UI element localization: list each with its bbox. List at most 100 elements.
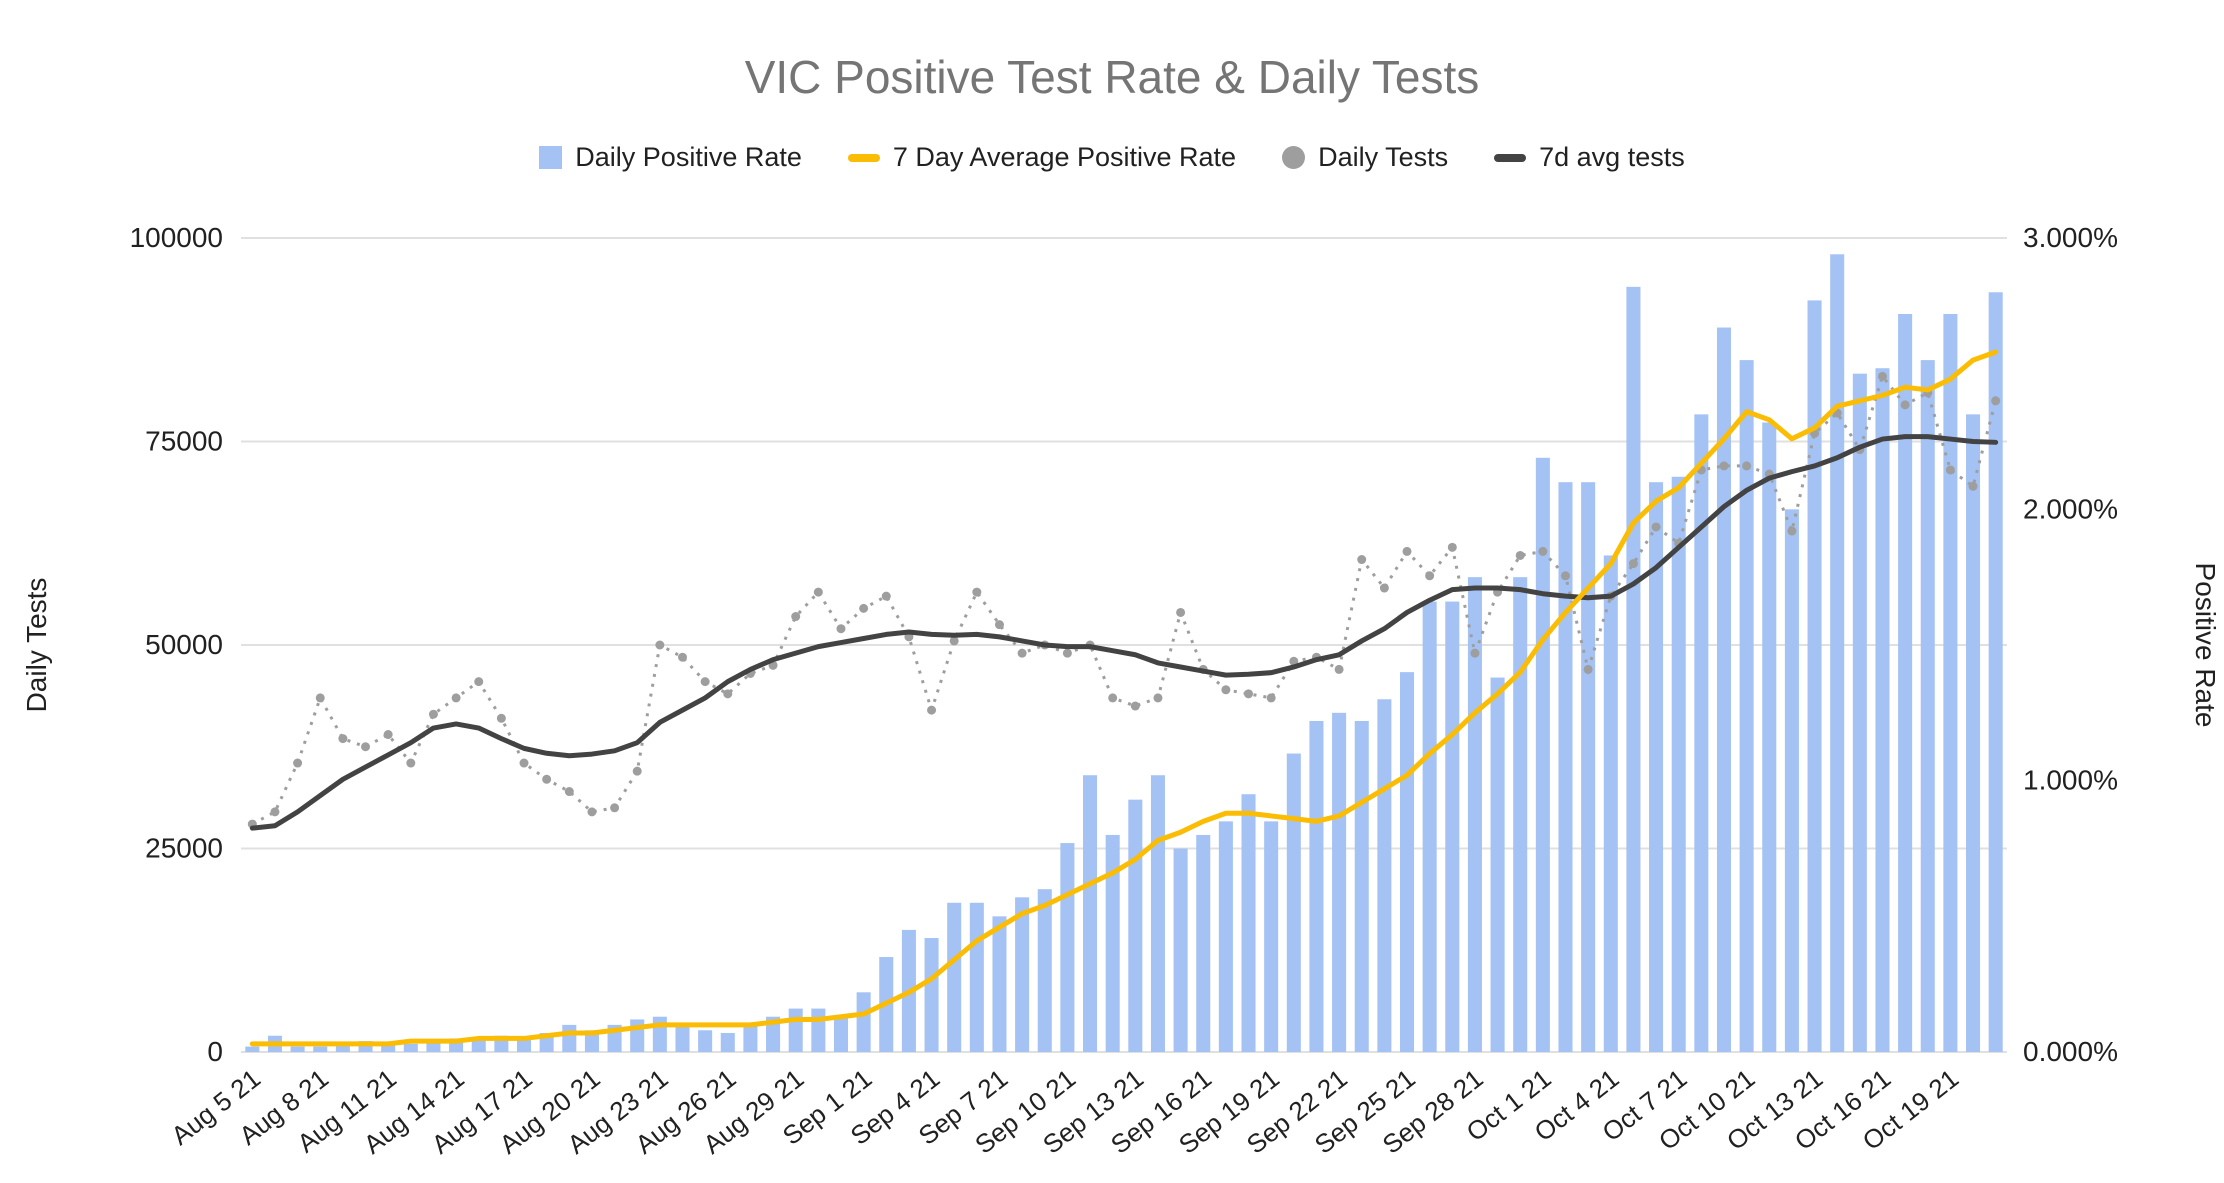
daily-tests-point: [587, 807, 597, 817]
daily-positive-rate-bar: [471, 1038, 486, 1052]
legend-circle-icon: [1282, 146, 1306, 169]
daily-positive-rate-bar: [426, 1041, 441, 1052]
legend-label: 7 Day Average Positive Rate: [892, 142, 1237, 172]
daily-positive-rate-bar: [1422, 601, 1437, 1052]
left-axis-tick-label: 75000: [145, 426, 223, 457]
daily-tests-point: [1425, 571, 1435, 581]
daily-tests-point: [632, 766, 642, 776]
daily-tests-point: [1945, 465, 1955, 475]
legend-item-daily-positive-rate[interactable]: Daily Positive Rate: [539, 142, 802, 173]
daily-tests-point: [406, 758, 416, 768]
daily-positive-rate-bar: [1762, 422, 1777, 1052]
daily-tests-point: [293, 758, 303, 768]
daily-positive-rate-bar: [1309, 720, 1324, 1052]
daily-tests-point: [881, 591, 891, 601]
right-axis-title: Positive Rate: [2190, 563, 2221, 728]
daily-tests-point: [1176, 607, 1186, 617]
daily-tests-point: [1153, 693, 1163, 703]
daily-tests-point: [859, 603, 869, 613]
daily-positive-rate-bar: [992, 916, 1007, 1052]
legend-dash-icon: [1494, 153, 1527, 162]
daily-positive-rate-bar: [1490, 677, 1505, 1052]
daily-tests-point: [564, 787, 574, 797]
daily-positive-rate-bar: [1241, 794, 1256, 1052]
daily-positive-rate-bar: [1988, 292, 2003, 1052]
daily-positive-rate-bar: [1264, 821, 1279, 1052]
daily-tests-point: [1244, 689, 1254, 699]
daily-positive-rate-bar: [381, 1043, 396, 1052]
daily-positive-rate-bar: [1694, 414, 1709, 1052]
daily-positive-rate-bar: [1671, 476, 1686, 1053]
daily-positive-rate-bar: [1581, 482, 1596, 1052]
legend-label: Daily Positive Rate: [575, 142, 802, 172]
daily-positive-rate-bar: [1852, 373, 1867, 1053]
daily-tests-point: [1221, 685, 1231, 695]
daily-positive-rate-bar: [1015, 897, 1030, 1052]
daily-positive-rate-bar: [675, 1024, 690, 1052]
daily-positive-rate-bar: [358, 1041, 373, 1052]
daily-tests-point: [1266, 693, 1276, 703]
daily-positive-rate-bar: [1626, 286, 1641, 1053]
legend-item-7day-avg-positive-rate[interactable]: 7 Day Average Positive Rate: [847, 142, 1237, 173]
daily-positive-rate-bar: [1354, 720, 1369, 1052]
daily-tests-point: [994, 620, 1004, 630]
legend-item-7d-avg-tests[interactable]: 7d avg tests: [1494, 142, 1685, 173]
daily-tests-point: [791, 612, 801, 622]
daily-tests-point: [1561, 571, 1570, 581]
daily-positive-rate-bar: [1875, 368, 1890, 1052]
daily-tests-point: [700, 677, 710, 687]
daily-positive-rate-bar: [1060, 843, 1075, 1052]
left-axis-title: Daily Tests: [21, 578, 52, 713]
chart-legend: Daily Positive Rate 7 Day Average Positi…: [0, 142, 2224, 173]
daily-positive-rate-bar: [1332, 712, 1347, 1052]
daily-tests-point: [1583, 664, 1593, 674]
daily-tests-point: [383, 730, 393, 740]
daily-positive-rate-bar: [720, 1033, 735, 1052]
daily-positive-rate-bar: [1105, 834, 1120, 1052]
daily-positive-rate-bar: [1445, 601, 1460, 1052]
chart-title: VIC Positive Test Rate & Daily Tests: [744, 51, 1480, 103]
daily-tests-point: [927, 705, 937, 715]
daily-positive-rate-bar: [1128, 799, 1143, 1052]
daily-tests-point: [1651, 522, 1661, 532]
legend-label: Daily Tests: [1318, 142, 1449, 172]
daily-positive-rate-bar: [856, 992, 871, 1052]
daily-positive-rate-bar: [743, 1024, 758, 1052]
daily-positive-rate-bar: [698, 1030, 713, 1052]
daily-positive-rate-bar: [335, 1043, 350, 1052]
daily-tests-point: [1379, 583, 1389, 593]
daily-positive-rate-bar: [403, 1043, 418, 1052]
daily-positive-rate-bar: [924, 938, 939, 1052]
daily-tests-point: [1289, 656, 1299, 666]
daily-positive-rate-bar: [630, 1019, 645, 1052]
daily-tests-point: [655, 640, 665, 650]
legend-label: 7d avg tests: [1539, 142, 1685, 172]
daily-positive-rate-bar: [1286, 753, 1301, 1052]
daily-positive-rate-bar: [1467, 577, 1482, 1052]
daily-positive-rate-bar: [1603, 555, 1618, 1052]
daily-tests-point: [1719, 461, 1729, 471]
legend-square-icon: [539, 146, 563, 169]
daily-positive-rate-bar: [969, 902, 984, 1052]
daily-positive-rate-bar: [1150, 775, 1165, 1052]
daily-positive-rate-bar: [245, 1046, 260, 1052]
daily-positive-rate-bar: [1784, 509, 1799, 1052]
daily-tests-point: [813, 587, 823, 597]
right-axis-tick-label: 3.000%: [2023, 222, 2118, 253]
daily-positive-rate-bar: [1898, 313, 1913, 1052]
legend-item-daily-tests[interactable]: Daily Tests: [1282, 142, 1448, 173]
daily-positive-rate-bar: [1830, 254, 1845, 1052]
daily-positive-rate-bar: [1513, 577, 1528, 1052]
daily-positive-rate-bar: [1377, 699, 1392, 1052]
daily-positive-rate-bar: [766, 1016, 781, 1052]
daily-positive-rate-bar: [1535, 457, 1550, 1052]
daily-tests-point: [949, 636, 959, 646]
daily-tests-point: [836, 624, 846, 634]
daily-tests-point: [542, 774, 552, 784]
right-axis-tick-label: 0.000%: [2023, 1036, 2118, 1067]
daily-tests-point: [270, 807, 280, 817]
daily-positive-rate-bar: [1966, 414, 1981, 1052]
right-axis-tick-label: 1.000%: [2023, 765, 2118, 796]
daily-tests-point: [972, 587, 982, 597]
